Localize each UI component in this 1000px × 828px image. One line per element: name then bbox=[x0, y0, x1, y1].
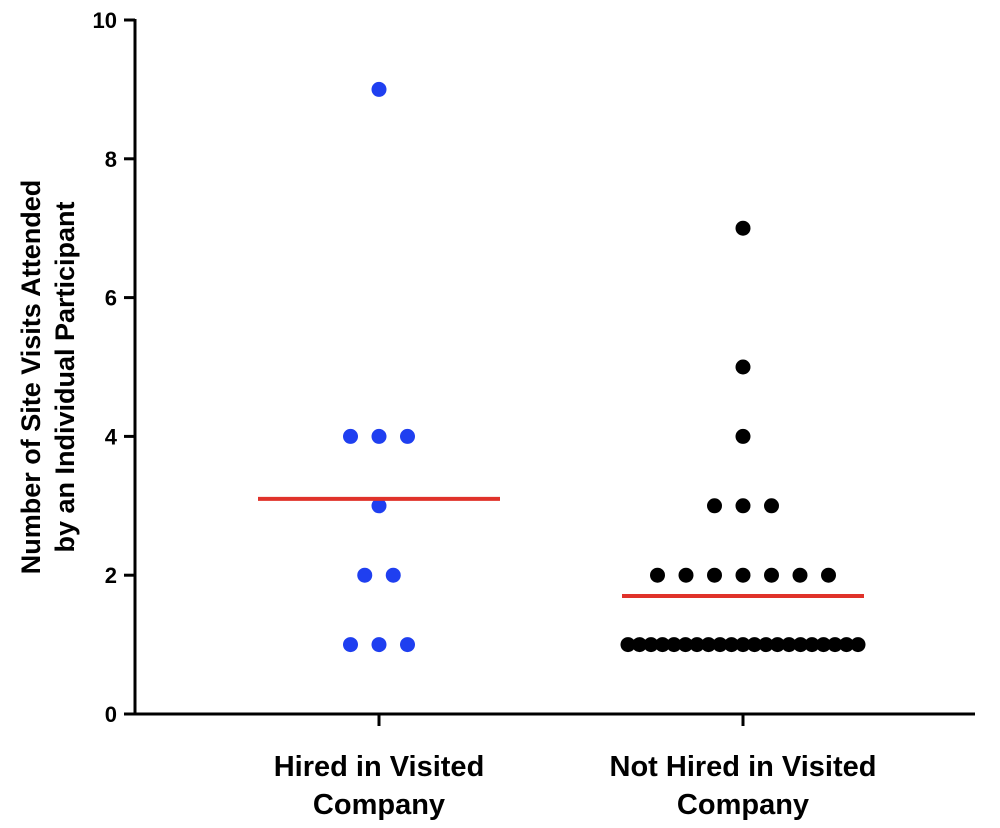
data-point bbox=[632, 637, 647, 653]
x-category-label: Hired in Visited bbox=[274, 751, 485, 783]
y-axis-title-line-2: by an Individual Participant bbox=[50, 201, 80, 552]
data-point bbox=[770, 637, 785, 653]
data-point bbox=[707, 498, 722, 514]
data-point bbox=[724, 637, 739, 653]
y-tick-label: 0 bbox=[105, 702, 117, 727]
data-point bbox=[678, 567, 694, 583]
y-axis-title: Number of Site Visits Attended by an Ind… bbox=[16, 180, 80, 575]
data-point bbox=[655, 637, 670, 653]
data-point bbox=[850, 637, 866, 653]
data-point bbox=[735, 637, 751, 653]
y-tick-label: 8 bbox=[105, 147, 117, 172]
data-point bbox=[689, 637, 705, 653]
data-point bbox=[793, 637, 808, 653]
data-point bbox=[400, 428, 415, 444]
data-point bbox=[764, 498, 779, 514]
y-tick-label: 4 bbox=[105, 424, 118, 449]
data-point bbox=[650, 567, 665, 583]
data-point bbox=[747, 637, 762, 653]
data-point bbox=[385, 567, 401, 583]
data-point bbox=[357, 567, 373, 583]
data-point bbox=[343, 428, 358, 444]
data-point bbox=[400, 637, 415, 653]
x-category-label: Company bbox=[313, 789, 445, 821]
y-tick-label: 6 bbox=[105, 286, 117, 311]
data-point bbox=[371, 498, 387, 514]
data-point bbox=[839, 637, 854, 653]
x-category-label: Not Hired in Visited bbox=[610, 751, 877, 783]
data-marks bbox=[258, 81, 866, 653]
data-point bbox=[620, 637, 636, 653]
data-point bbox=[707, 567, 722, 583]
data-point bbox=[343, 637, 358, 653]
x-category-label: Company bbox=[677, 789, 809, 821]
data-point bbox=[735, 359, 751, 375]
data-point bbox=[712, 637, 728, 653]
data-point bbox=[678, 637, 693, 653]
data-point bbox=[701, 637, 716, 653]
data-point bbox=[758, 637, 774, 653]
data-point bbox=[735, 498, 751, 514]
data-point bbox=[821, 567, 836, 583]
data-point bbox=[781, 637, 797, 653]
y-axis-title-line-1: Number of Site Visits Attended bbox=[16, 180, 46, 575]
data-point bbox=[371, 81, 387, 97]
data-point bbox=[735, 428, 751, 444]
y-tick-label: 10 bbox=[93, 8, 117, 33]
data-point bbox=[735, 567, 751, 583]
data-point bbox=[827, 637, 843, 653]
data-point bbox=[666, 637, 682, 653]
y-tick-label: 2 bbox=[105, 563, 117, 588]
data-point bbox=[371, 428, 387, 444]
data-point bbox=[735, 220, 751, 236]
data-point bbox=[371, 637, 387, 653]
data-point bbox=[804, 637, 820, 653]
data-point bbox=[816, 637, 831, 653]
data-point bbox=[643, 637, 659, 653]
data-point bbox=[792, 567, 808, 583]
axes: 0 2 4 6 8 10 Hired in Visited Company Not Hired … bbox=[93, 8, 975, 821]
data-point bbox=[764, 567, 779, 583]
